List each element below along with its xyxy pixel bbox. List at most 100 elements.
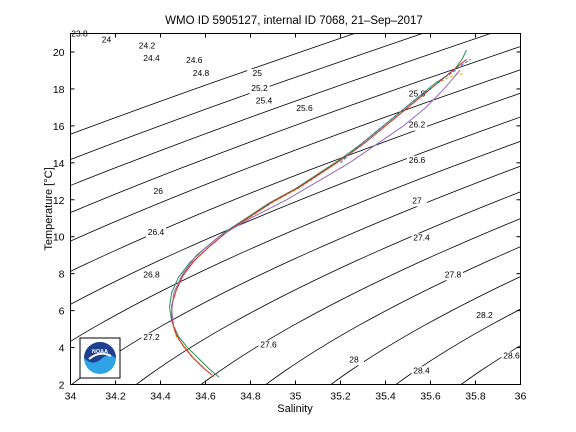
contour-label: 24.8 — [193, 68, 210, 78]
density-contour-line — [481, 15, 576, 421]
contour-label: 25 — [253, 68, 263, 78]
profile-line-4 — [171, 70, 461, 330]
density-contour-line — [70, 92, 521, 272]
contour-label-bg — [254, 96, 274, 107]
contour-label-bg — [247, 68, 268, 79]
x-tick-label: 35.4 — [375, 391, 396, 403]
contour-label-bg — [407, 196, 427, 207]
x-tick-label: 35.6 — [420, 391, 441, 403]
x-tick-label: 34.6 — [195, 391, 216, 403]
contour-label-bg — [474, 310, 495, 321]
contour-label-bg — [411, 366, 432, 377]
contour-label-bg — [407, 89, 427, 100]
y-tick-label: 10 — [53, 232, 65, 244]
contour-label-bg — [69, 29, 90, 40]
contour-label: 26.6 — [409, 155, 426, 165]
x-axis: 34 34.2 34.4 34.6 34.8 35 35.2 35.4 35.6 35.8 36 — [65, 33, 527, 403]
density-contour-line — [70, 33, 356, 135]
density-contour-line — [70, 46, 521, 214]
contour-label: 27 — [412, 195, 422, 205]
contour-label: 26 — [154, 186, 164, 196]
contour-label-bg — [258, 340, 279, 351]
density-contour-line — [546, 15, 576, 421]
contour-label-bg — [407, 155, 427, 166]
density-contour-line — [330, 276, 521, 385]
x-tick-label: 35 — [290, 391, 302, 403]
contour-label: 28.6 — [503, 351, 520, 361]
profile-line-3 — [340, 58, 472, 164]
contour-label-bg — [294, 104, 315, 115]
contour-label: 28 — [349, 354, 359, 364]
contour-label-bg — [443, 270, 463, 281]
contour-label: 24 — [102, 35, 112, 45]
profile-line-0 — [168, 49, 467, 378]
y-tick-label: 8 — [59, 269, 65, 281]
x-tick-label: 34.4 — [150, 391, 171, 403]
density-contour-line — [70, 33, 424, 160]
profile-series — [168, 49, 472, 378]
x-tick-label: 36 — [515, 391, 527, 403]
contour-label-bg — [141, 270, 162, 281]
contour-label-bg — [146, 227, 166, 238]
x-tick-label: 34 — [65, 391, 77, 403]
y-tick-label: 14 — [53, 158, 65, 170]
contour-label-bg — [344, 355, 364, 366]
contour-label-bg — [501, 351, 522, 362]
contour-label: 27.8 — [445, 269, 462, 279]
x-axis-label: Salinity — [277, 403, 313, 415]
y-tick-label: 16 — [53, 121, 65, 133]
density-contour-line — [265, 246, 521, 385]
contour-label: 25.4 — [256, 96, 273, 106]
contour-label-bg — [96, 35, 117, 46]
contour-label: 26.2 — [409, 120, 426, 130]
contour-label: 27.6 — [260, 340, 277, 350]
y-axis-label: Temperature [°C] — [43, 167, 55, 250]
contour-label: 26.4 — [148, 227, 165, 237]
x-tick-label: 35.2 — [330, 391, 351, 403]
chart-title: WMO ID 5905127, internal ID 7068, 21–Sep… — [165, 15, 423, 27]
contour-label: 24.4 — [143, 53, 160, 63]
y-tick-label: 2 — [59, 380, 65, 392]
contour-label-bg — [191, 68, 211, 79]
contour-label: 28.4 — [413, 365, 430, 375]
contour-label: 27.4 — [413, 232, 430, 242]
density-contour-line — [70, 69, 521, 242]
contour-label-bg — [148, 187, 169, 198]
density-contour-line — [70, 140, 521, 342]
x-tick-label: 34.2 — [105, 391, 126, 403]
x-tick-label: 34.8 — [240, 391, 261, 403]
contour-label-bg — [141, 54, 162, 65]
contour-label: 25.8 — [409, 88, 426, 98]
plot-frame — [70, 33, 521, 385]
noaa-logo-text: NOAA — [92, 349, 108, 355]
y-tick-label: 20 — [53, 47, 65, 59]
contour-label: 24.2 — [139, 40, 156, 50]
contour-label-bg — [141, 333, 162, 344]
contour-label: 24.6 — [186, 55, 203, 65]
contour-label-bg — [407, 120, 427, 131]
contour-label: 25.6 — [296, 103, 313, 113]
contour-label: 26.8 — [143, 269, 160, 279]
y-tick-label: 12 — [53, 195, 65, 207]
y-tick-label: 4 — [59, 343, 65, 355]
y-tick-label: 6 — [59, 306, 65, 318]
density-contour-line — [135, 191, 521, 385]
noaa-logo: NOAA — [79, 337, 121, 379]
contour-label-bg — [249, 83, 270, 94]
contour-label: 25.2 — [251, 83, 268, 93]
profile-line-2 — [171, 58, 467, 376]
contour-label-bg — [137, 41, 157, 52]
x-tick-label: 35.8 — [465, 391, 486, 403]
contour-label: 28.2 — [476, 310, 493, 320]
contour-label-bg — [411, 233, 432, 244]
y-tick-label: 18 — [53, 84, 65, 96]
y-axis: 2 4 6 8 10 12 14 16 18 20 — [53, 47, 521, 392]
density-contour-line — [395, 308, 521, 385]
contour-label: 27.2 — [143, 332, 160, 342]
contour-label-bg — [184, 56, 205, 67]
density-contour-line — [70, 33, 492, 186]
density-contour-line — [200, 218, 521, 385]
density-contour-line — [460, 345, 521, 385]
